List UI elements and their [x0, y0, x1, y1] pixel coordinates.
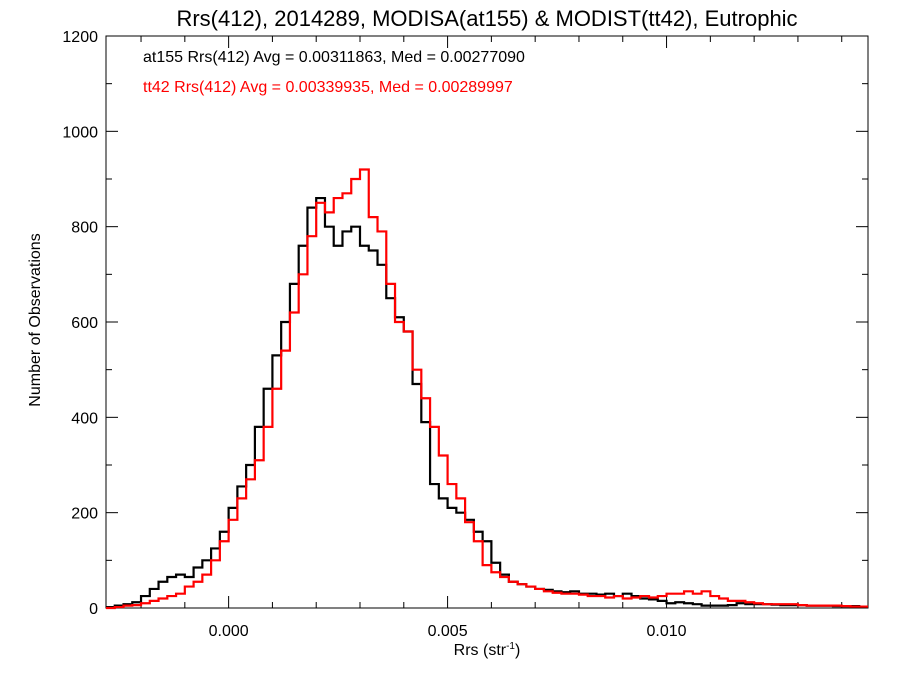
- y-tick-label: 1200: [62, 29, 98, 46]
- series-layer: [106, 168, 868, 610]
- x-tick-label: 0.010: [647, 623, 687, 640]
- y-axis: 0 200 400 600 800 1000 1200: [62, 29, 868, 618]
- y-tick-label: 400: [71, 410, 98, 427]
- x-axis-label-close: ): [515, 642, 520, 659]
- x-tick-label: 0.005: [428, 623, 468, 640]
- x-axis-label-main: Rrs (str: [454, 642, 507, 659]
- x-axis: 0.000 0.005 0.010: [140, 36, 843, 640]
- y-tick-label: 600: [71, 315, 98, 332]
- series-tt42-histogram: [106, 168, 868, 610]
- x-axis-label: Rrs (str-1): [454, 641, 521, 659]
- y-axis-label: Number of Observations: [27, 233, 44, 406]
- plot-border: [105, 35, 869, 609]
- legend-entry-tt42: tt42 Rrs(412) Avg = 0.00339935, Med = 0.…: [143, 79, 513, 96]
- legend-entry-at155: at155 Rrs(412) Avg = 0.00311863, Med = 0…: [143, 49, 525, 66]
- y-tick-label: 1000: [62, 124, 98, 141]
- x-axis-label-superscript: -1: [506, 641, 515, 652]
- chart-title: Rrs(412), 2014289, MODISA(at155) & MODIS…: [176, 6, 797, 31]
- x-tick-label: 0.000: [209, 623, 249, 640]
- y-tick-label: 200: [71, 506, 98, 523]
- plot-frame: [105, 35, 869, 609]
- y-tick-label: 0: [89, 601, 98, 618]
- y-tick-label: 800: [71, 220, 98, 237]
